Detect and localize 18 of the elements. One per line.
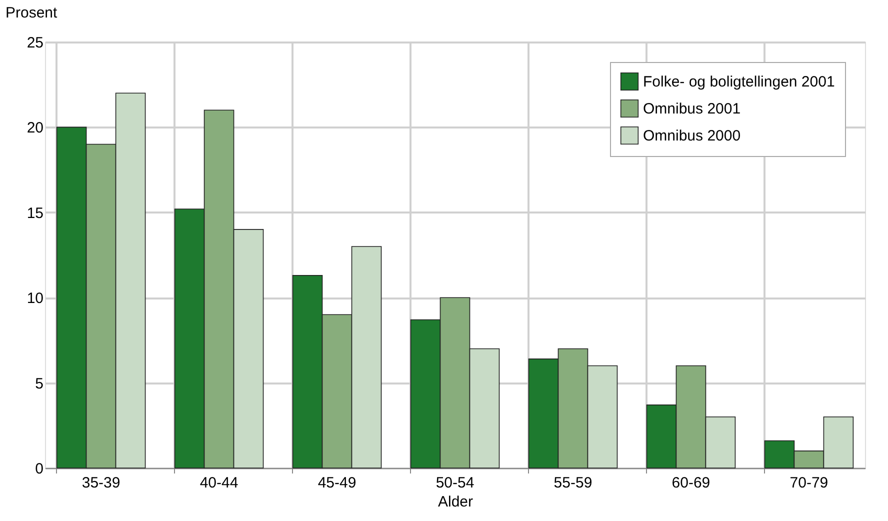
legend-label: Folke- og boligtellingen 2001 (643, 74, 835, 90)
x-tick-label: 40-44 (200, 474, 238, 492)
x-tick-label: 50-54 (436, 474, 474, 492)
x-tick-label: 60-69 (672, 474, 710, 492)
y-tick-label: 20 (26, 120, 44, 137)
x-tick-label: 55-59 (554, 474, 592, 492)
x-tick-label: 70-79 (790, 474, 828, 492)
y-tick-label: 25 (26, 34, 44, 52)
legend-label: Omnibus 2000 (643, 128, 741, 144)
y-tick-label: 0 (35, 460, 44, 478)
legend-label: Omnibus 2001 (643, 100, 741, 118)
x-tick-label: 35-39 (82, 474, 120, 492)
y-axis-title: Prosent (6, 4, 58, 22)
y-tick-label: 15 (26, 204, 44, 222)
x-axis-title: Alder (438, 494, 474, 510)
y-tick-label: 10 (26, 290, 44, 308)
y-tick-label: 5 (35, 375, 44, 392)
x-tick-label: 45-49 (318, 474, 356, 492)
